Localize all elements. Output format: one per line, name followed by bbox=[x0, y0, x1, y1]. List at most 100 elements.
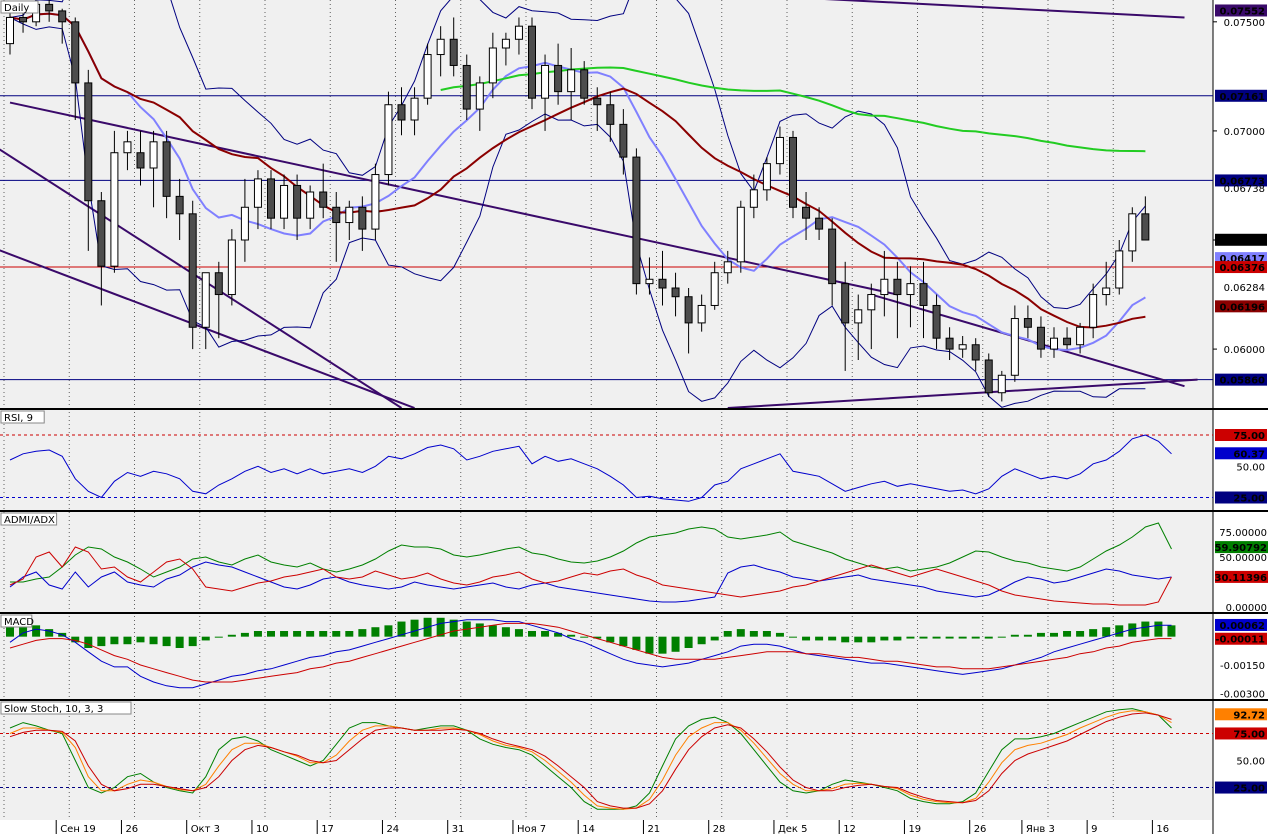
macd-label: -0.00150 bbox=[1220, 661, 1265, 672]
candle[interactable] bbox=[945, 327, 954, 360]
candle[interactable] bbox=[280, 174, 289, 230]
candle[interactable] bbox=[528, 17, 536, 110]
candle[interactable] bbox=[971, 338, 980, 371]
candle[interactable] bbox=[162, 130, 171, 219]
stoch-label: 50.00 bbox=[1236, 757, 1265, 768]
candle[interactable] bbox=[188, 200, 197, 350]
candle[interactable] bbox=[201, 272, 210, 350]
candle[interactable] bbox=[227, 229, 236, 306]
candle[interactable] bbox=[802, 192, 811, 240]
candle[interactable] bbox=[84, 69, 93, 251]
candle[interactable] bbox=[488, 32, 497, 99]
candle[interactable] bbox=[332, 192, 341, 262]
candle[interactable] bbox=[306, 185, 315, 230]
candle[interactable] bbox=[397, 87, 406, 136]
candle[interactable] bbox=[410, 87, 419, 136]
candle[interactable] bbox=[384, 91, 393, 186]
candle[interactable] bbox=[867, 283, 876, 350]
candle[interactable] bbox=[267, 170, 275, 230]
candle[interactable] bbox=[1102, 261, 1111, 306]
candle[interactable] bbox=[684, 288, 693, 354]
candle[interactable] bbox=[580, 61, 589, 105]
candle[interactable] bbox=[449, 17, 458, 77]
macd-hist-bar bbox=[945, 636, 954, 639]
candle[interactable] bbox=[1010, 305, 1019, 382]
candle[interactable] bbox=[1141, 196, 1150, 241]
candle[interactable] bbox=[762, 157, 771, 201]
candle[interactable] bbox=[371, 163, 380, 240]
candle[interactable] bbox=[514, 17, 523, 55]
candle-bear bbox=[528, 25, 536, 99]
candle[interactable] bbox=[789, 130, 797, 219]
candle[interactable] bbox=[97, 192, 106, 306]
candle[interactable] bbox=[645, 257, 654, 295]
candle[interactable] bbox=[345, 200, 354, 240]
rsi-pane[interactable] bbox=[0, 434, 1213, 502]
candle[interactable] bbox=[697, 294, 706, 332]
candle[interactable] bbox=[423, 43, 432, 105]
candle[interactable] bbox=[593, 87, 602, 131]
candle[interactable] bbox=[1036, 316, 1045, 358]
candle[interactable] bbox=[436, 26, 445, 77]
candle[interactable] bbox=[984, 353, 993, 398]
candle[interactable] bbox=[110, 130, 119, 273]
candle[interactable] bbox=[1076, 322, 1085, 354]
candle[interactable] bbox=[723, 250, 732, 284]
macd-hist-bar bbox=[710, 636, 719, 641]
candle[interactable] bbox=[841, 261, 850, 371]
candle[interactable] bbox=[815, 207, 824, 240]
candle[interactable] bbox=[475, 76, 484, 131]
candle[interactable] bbox=[606, 91, 615, 142]
candle[interactable] bbox=[1023, 305, 1032, 339]
candle[interactable] bbox=[1115, 240, 1124, 295]
candle[interactable] bbox=[462, 54, 471, 120]
adx-pane[interactable] bbox=[9, 522, 1172, 606]
candle[interactable] bbox=[1063, 327, 1072, 350]
candle[interactable] bbox=[997, 370, 1006, 402]
candle[interactable] bbox=[6, 10, 14, 55]
candle[interactable] bbox=[358, 196, 367, 251]
candle[interactable] bbox=[293, 174, 302, 240]
candle-bull bbox=[384, 104, 393, 176]
candle[interactable] bbox=[880, 250, 889, 317]
macd-pane[interactable] bbox=[6, 617, 1176, 689]
candle[interactable] bbox=[71, 17, 80, 120]
price-pane[interactable] bbox=[0, 0, 1213, 408]
candle[interactable] bbox=[149, 130, 158, 208]
candle[interactable] bbox=[710, 261, 719, 310]
candle[interactable] bbox=[175, 178, 184, 240]
candle[interactable] bbox=[554, 43, 563, 105]
candle[interactable] bbox=[136, 130, 145, 186]
candle[interactable] bbox=[1050, 327, 1058, 358]
candle[interactable] bbox=[736, 200, 745, 273]
candle[interactable] bbox=[541, 54, 550, 131]
candle[interactable] bbox=[58, 8, 67, 44]
candle[interactable] bbox=[214, 261, 223, 339]
candle[interactable] bbox=[906, 266, 915, 328]
candle[interactable] bbox=[319, 163, 328, 219]
candle[interactable] bbox=[1089, 283, 1098, 339]
candle[interactable] bbox=[1128, 207, 1137, 262]
candle[interactable] bbox=[932, 294, 941, 350]
candle[interactable] bbox=[45, 0, 54, 22]
candle[interactable] bbox=[501, 32, 510, 66]
candle[interactable] bbox=[671, 272, 680, 317]
candle[interactable] bbox=[240, 178, 249, 262]
candle[interactable] bbox=[919, 261, 928, 339]
stoch-label: 75.00 bbox=[1233, 729, 1265, 740]
candle[interactable] bbox=[958, 336, 967, 358]
candle[interactable] bbox=[632, 148, 641, 295]
candle[interactable] bbox=[567, 48, 576, 120]
candle[interactable] bbox=[253, 170, 262, 230]
macd-hist-bar bbox=[1050, 632, 1058, 637]
candle[interactable] bbox=[775, 126, 784, 175]
candle[interactable] bbox=[749, 174, 758, 219]
candle[interactable] bbox=[658, 250, 667, 306]
candle[interactable] bbox=[619, 109, 628, 175]
candle[interactable] bbox=[828, 218, 837, 306]
candle[interactable] bbox=[854, 294, 863, 360]
candle[interactable] bbox=[123, 130, 132, 171]
stoch-pane[interactable] bbox=[0, 708, 1213, 810]
candle[interactable] bbox=[893, 261, 902, 339]
